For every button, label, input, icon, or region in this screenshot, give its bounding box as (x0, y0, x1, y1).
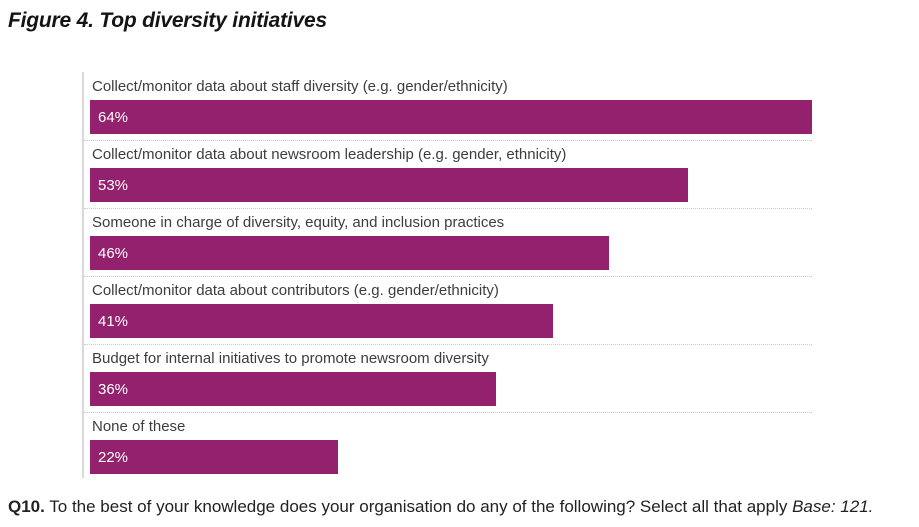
bar-value-label: 46% (98, 244, 129, 262)
bar-category-label: Collect/monitor data about contributors … (92, 282, 499, 299)
row-separator (84, 344, 812, 345)
row-separator (84, 276, 812, 277)
bar-value-label: 22% (98, 448, 129, 466)
bar-row: Budget for internal initiatives to promo… (90, 351, 812, 406)
base-text: Base: 121. (792, 497, 874, 516)
footnote: Q10. To the best of your knowledge does … (8, 496, 873, 517)
bar: 46% (90, 236, 609, 270)
bar-value-label: 36% (98, 380, 129, 398)
bar-category-label: Budget for internal initiatives to promo… (92, 350, 489, 367)
bar-chart: Collect/monitor data about staff diversi… (82, 72, 812, 478)
bar: 53% (90, 168, 688, 202)
row-separator (84, 140, 812, 141)
bar-category-label: Collect/monitor data about newsroom lead… (92, 146, 567, 163)
bar-category-label: Someone in charge of diversity, equity, … (92, 214, 505, 231)
bar-value-label: 53% (98, 176, 129, 194)
bar: 64% (90, 100, 812, 134)
bar-row: Collect/monitor data about staff diversi… (90, 79, 812, 134)
bar: 22% (90, 440, 339, 474)
question-text: To the best of your knowledge does your … (44, 497, 793, 516)
bar-row: Collect/monitor data about contributors … (90, 283, 812, 338)
bar: 36% (90, 372, 497, 406)
bar-category-label: None of these (92, 418, 186, 435)
bar-row: Someone in charge of diversity, equity, … (90, 215, 812, 270)
row-separator (84, 412, 812, 413)
question-number: Q10. (8, 497, 45, 516)
bar-value-label: 41% (98, 312, 129, 330)
bar-category-label: Collect/monitor data about staff diversi… (92, 78, 508, 95)
bar-row: None of these 22% (90, 419, 812, 474)
bar: 41% (90, 304, 553, 338)
bar-value-label: 64% (98, 108, 129, 126)
bar-row: Collect/monitor data about newsroom lead… (90, 147, 812, 202)
row-separator (84, 208, 812, 209)
figure-title: Figure 4. Top diversity initiatives (8, 9, 327, 32)
